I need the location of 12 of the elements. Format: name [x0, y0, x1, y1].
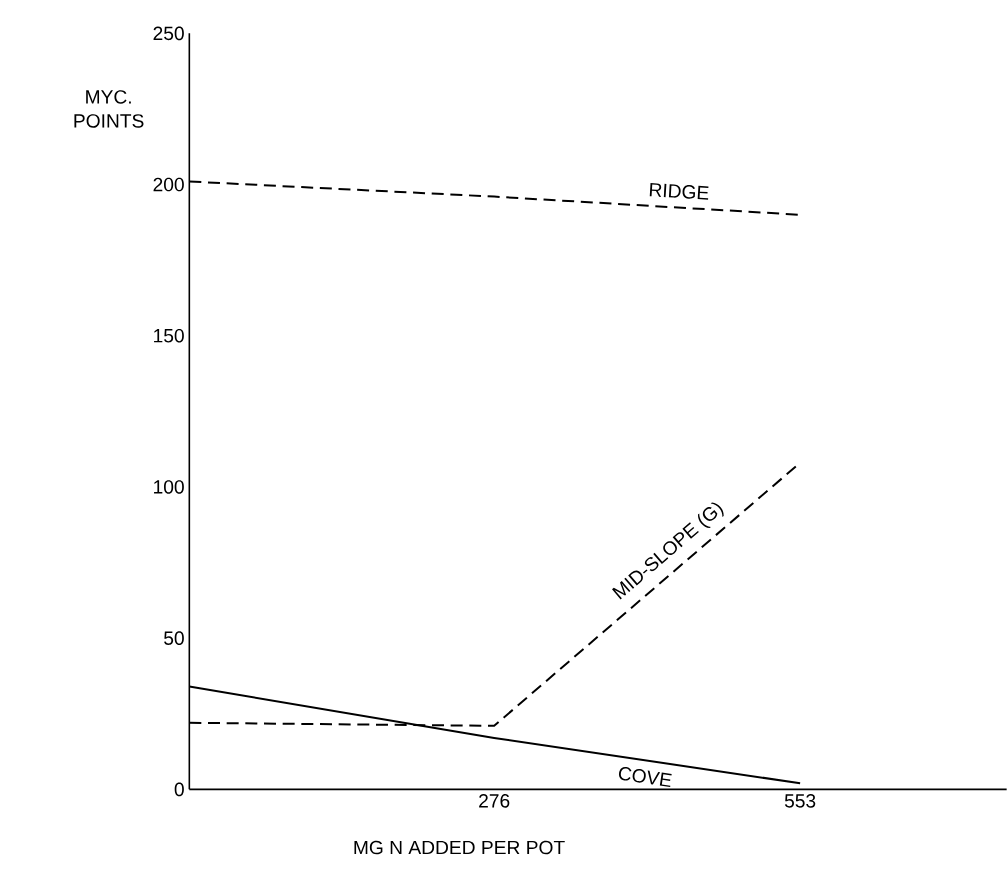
x-tick-label: 276: [479, 793, 510, 808]
text: COVE: [618, 766, 672, 787]
y-tick-label: 150: [154, 328, 184, 343]
y-axis-title: MYC. POINTS: [74, 89, 144, 128]
y-tick-label: 50: [164, 631, 184, 645]
y-tick-label: 200: [153, 177, 184, 192]
y-tick-label: 0: [174, 782, 184, 796]
x-axis-title: MG N ADDED PER POT: [354, 840, 565, 855]
series-label: RIDGE: [649, 182, 709, 200]
y-tick-label: 100: [154, 479, 184, 494]
x-tick-label: 553: [784, 793, 816, 808]
y-tick-label: 250: [153, 26, 184, 40]
